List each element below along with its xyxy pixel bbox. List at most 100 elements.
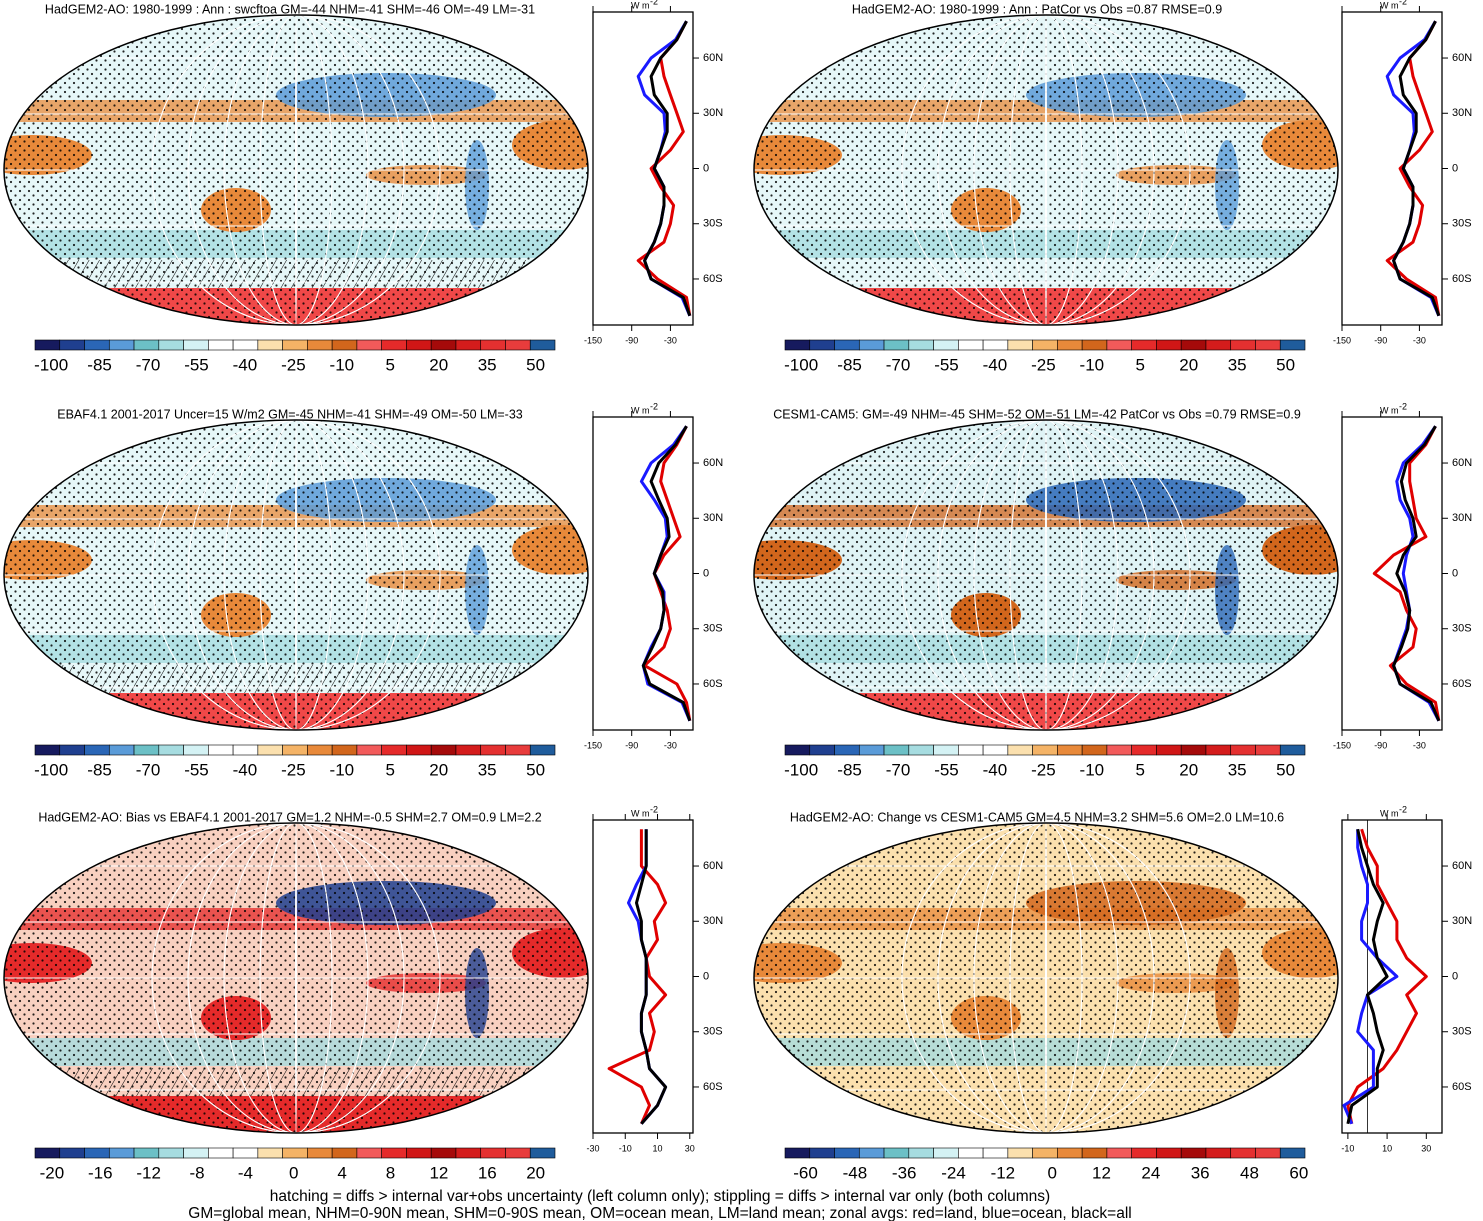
colorbar-box xyxy=(784,1147,811,1159)
zonal-line xyxy=(607,829,668,1125)
graticule xyxy=(937,823,1155,1133)
colorbar-label: -36 xyxy=(892,1163,917,1182)
colorbar-label: -55 xyxy=(934,760,959,779)
colorbar-box xyxy=(84,1147,110,1159)
x-tick-label: -150 xyxy=(584,740,602,750)
colorbar-label: 5 xyxy=(1136,760,1145,779)
footer-line: GM=global mean, NHM=0-90N mean, SHM=0-90… xyxy=(188,1205,1131,1221)
colorbar-box xyxy=(1057,744,1083,756)
panel-title: HadGEM2-AO: Bias vs EBAF4.1 2001-2017 GM… xyxy=(38,810,541,824)
colorbar-label: 50 xyxy=(526,355,545,374)
y-tick-label: 60S xyxy=(1452,1081,1472,1093)
map xyxy=(754,15,1338,325)
colorbar-box xyxy=(1205,339,1232,351)
colorbar-box xyxy=(331,1147,358,1159)
x-tick-label: -150 xyxy=(1333,740,1351,750)
colorbar-box xyxy=(982,744,1009,756)
colorbar-label: -16 xyxy=(88,1163,113,1182)
colorbar-label: 5 xyxy=(386,355,395,374)
zonal-units-exp: -2 xyxy=(650,401,658,411)
colorbar-label: -24 xyxy=(941,1163,966,1182)
zonal-units: W m xyxy=(631,405,650,415)
graticule xyxy=(295,823,297,1133)
graticule xyxy=(223,15,369,325)
colorbar-box xyxy=(1279,744,1306,756)
colorbar-box xyxy=(84,744,110,756)
colorbar-label: 50 xyxy=(1276,760,1295,779)
colorbar-label: 20 xyxy=(1179,355,1198,374)
colorbar-box xyxy=(1131,339,1157,351)
zonal-units: W m xyxy=(631,808,650,818)
x-tick-label: 10 xyxy=(653,1143,663,1153)
colorbar-box xyxy=(1032,1147,1058,1159)
y-tick-label: 0 xyxy=(1452,970,1458,982)
colorbar-box xyxy=(232,1147,259,1159)
colorbar-box xyxy=(1279,339,1306,351)
colorbar-box xyxy=(34,744,61,756)
colorbar-box xyxy=(1081,339,1108,351)
graticule xyxy=(1045,420,1047,730)
colorbar-box xyxy=(809,744,835,756)
y-tick-label: 30N xyxy=(1452,915,1472,927)
colorbar-box xyxy=(982,1147,1009,1159)
colorbar-label: -70 xyxy=(136,760,161,779)
colorbar-label: 12 xyxy=(1092,1163,1111,1182)
colorbar-box xyxy=(257,339,283,351)
graticule xyxy=(901,15,1191,325)
colorbar-box xyxy=(34,1147,61,1159)
y-tick-label: 60S xyxy=(703,1081,723,1093)
colorbar-box xyxy=(1057,339,1083,351)
colorbar-box xyxy=(430,744,457,756)
graticule xyxy=(187,823,405,1133)
colorbar-box xyxy=(133,744,160,756)
zonal-units: W m xyxy=(1380,0,1399,10)
y-tick-label: 60N xyxy=(1452,457,1472,469)
y-tick-label: 30S xyxy=(703,623,723,635)
graticule xyxy=(259,15,333,325)
map xyxy=(4,420,588,730)
y-tick-label: 30N xyxy=(1452,107,1472,119)
colorbar-label: 35 xyxy=(478,355,497,374)
colorbar-box xyxy=(883,339,910,351)
colorbar-label: -4 xyxy=(238,1163,253,1182)
map xyxy=(754,420,1338,730)
colorbar-box xyxy=(809,339,835,351)
panel-title: HadGEM2-AO: 1980-1999 : Ann : swcftoa GM… xyxy=(45,2,535,16)
colorbar-box xyxy=(1156,1147,1182,1159)
graticule xyxy=(1009,823,1083,1133)
colorbar-box xyxy=(809,1147,835,1159)
colorbar-box xyxy=(208,1147,234,1159)
colorbar-label: -10 xyxy=(330,355,355,374)
colorbar-label: -25 xyxy=(1031,760,1056,779)
colorbar-box xyxy=(158,744,184,756)
y-tick-label: 60N xyxy=(1452,860,1472,872)
y-tick-label: 60S xyxy=(1452,273,1472,285)
y-tick-label: 0 xyxy=(703,970,709,982)
graticule xyxy=(973,420,1119,730)
colorbar-label: 50 xyxy=(526,760,545,779)
map-border xyxy=(3,822,589,1134)
zonal-line xyxy=(643,425,692,722)
colorbar-label: -85 xyxy=(837,760,862,779)
zonal-units: W m xyxy=(631,0,650,10)
colorbar-box xyxy=(1205,1147,1232,1159)
colorbar-label: -25 xyxy=(281,760,306,779)
colorbar-label: -100 xyxy=(784,355,818,374)
colorbar-box xyxy=(183,744,209,756)
graticule xyxy=(937,15,1155,325)
colorbar-box xyxy=(908,744,934,756)
colorbar-box xyxy=(455,1147,482,1159)
colorbar-label: -10 xyxy=(1080,760,1105,779)
colorbar-box xyxy=(505,1147,531,1159)
x-tick-label: -10 xyxy=(619,1143,632,1153)
colorbar-label: -55 xyxy=(934,355,959,374)
colorbar-label: -12 xyxy=(136,1163,161,1182)
graticule xyxy=(295,420,297,730)
colorbar-box xyxy=(1131,744,1157,756)
graticule xyxy=(937,420,1155,730)
colorbar-label: -40 xyxy=(233,355,258,374)
zonal-units-exp: -2 xyxy=(650,804,658,814)
x-tick-label: 30 xyxy=(685,1143,695,1153)
x-tick-label: -30 xyxy=(664,740,677,750)
colorbar-box xyxy=(232,339,259,351)
